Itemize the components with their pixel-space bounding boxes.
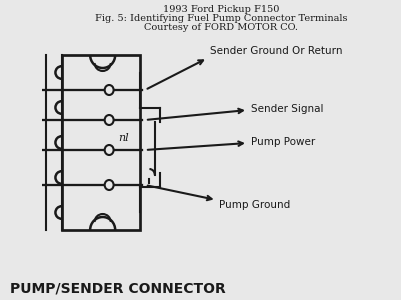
- Text: nl: nl: [118, 133, 129, 143]
- Text: Sender Ground Or Return: Sender Ground Or Return: [210, 46, 343, 56]
- Text: 1993 Ford Pickup F150: 1993 Ford Pickup F150: [163, 5, 279, 14]
- Text: Pump Power: Pump Power: [251, 137, 315, 147]
- Circle shape: [105, 115, 113, 125]
- Circle shape: [105, 145, 113, 155]
- Text: PUMP/SENDER CONNECTOR: PUMP/SENDER CONNECTOR: [10, 281, 226, 295]
- Text: Pump Ground: Pump Ground: [219, 200, 290, 210]
- Text: Sender Signal: Sender Signal: [251, 104, 323, 114]
- Circle shape: [105, 180, 113, 190]
- Text: Courtesy of FORD MOTOR CO.: Courtesy of FORD MOTOR CO.: [144, 23, 298, 32]
- Text: Fig. 5: Identifying Fuel Pump Connector Terminals: Fig. 5: Identifying Fuel Pump Connector …: [95, 14, 347, 23]
- Bar: [62, 55, 140, 230]
- Circle shape: [105, 85, 113, 95]
